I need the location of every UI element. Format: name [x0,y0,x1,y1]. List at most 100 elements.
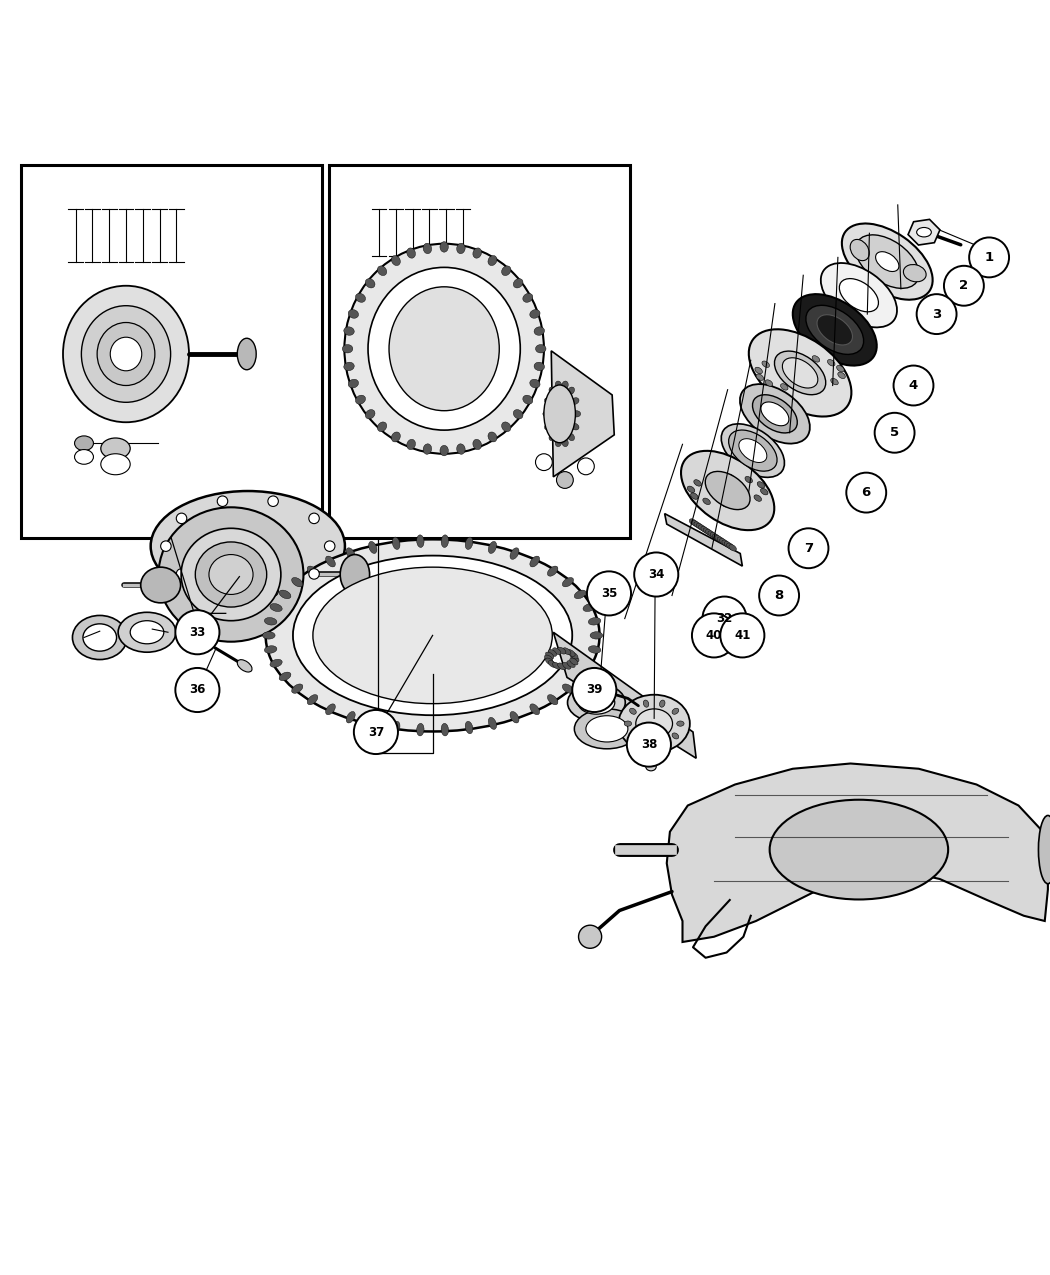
Ellipse shape [548,649,556,657]
Ellipse shape [270,603,282,612]
Ellipse shape [536,454,552,470]
Circle shape [969,237,1009,278]
Ellipse shape [75,450,93,464]
Ellipse shape [530,556,540,567]
Circle shape [692,613,736,658]
Ellipse shape [388,287,500,411]
Circle shape [217,585,228,597]
Ellipse shape [644,740,649,747]
Ellipse shape [562,381,568,389]
Ellipse shape [709,476,716,482]
Ellipse shape [513,409,523,419]
Ellipse shape [472,440,482,450]
Ellipse shape [659,700,665,708]
Text: 6: 6 [862,486,870,499]
Ellipse shape [266,539,600,732]
Ellipse shape [850,240,869,260]
Ellipse shape [326,704,335,715]
Ellipse shape [195,542,267,607]
Ellipse shape [545,655,552,662]
Ellipse shape [903,264,926,282]
Ellipse shape [567,434,574,441]
Ellipse shape [530,310,540,319]
Polygon shape [553,632,696,759]
Ellipse shape [635,709,673,738]
Circle shape [572,668,616,711]
Polygon shape [551,351,614,477]
Ellipse shape [75,436,93,450]
Ellipse shape [831,379,838,385]
Ellipse shape [694,521,701,528]
Ellipse shape [513,279,523,288]
Ellipse shape [672,708,678,714]
Ellipse shape [488,432,497,442]
Text: 37: 37 [368,725,384,738]
Ellipse shape [63,286,189,422]
Ellipse shape [756,374,763,380]
Ellipse shape [313,567,552,704]
Ellipse shape [567,660,575,668]
Circle shape [309,513,319,524]
Ellipse shape [159,507,303,641]
Ellipse shape [644,700,649,708]
Ellipse shape [574,709,639,748]
Ellipse shape [209,555,253,594]
Ellipse shape [110,337,142,371]
Ellipse shape [838,372,845,379]
Ellipse shape [590,631,603,639]
Text: 1: 1 [985,251,993,264]
Ellipse shape [369,718,377,729]
Ellipse shape [344,244,544,454]
Ellipse shape [530,704,540,715]
Ellipse shape [588,645,601,653]
Ellipse shape [523,395,532,404]
Ellipse shape [749,329,852,417]
Ellipse shape [770,799,948,899]
Text: 38: 38 [640,738,657,751]
Ellipse shape [279,590,291,599]
Ellipse shape [545,423,552,430]
Ellipse shape [696,523,704,530]
Circle shape [587,571,631,616]
Ellipse shape [356,293,365,302]
Ellipse shape [423,444,432,454]
Ellipse shape [530,379,540,388]
Ellipse shape [715,536,722,542]
Ellipse shape [440,445,448,456]
Ellipse shape [342,344,353,353]
Ellipse shape [571,423,579,430]
Text: 35: 35 [601,586,617,601]
Ellipse shape [292,578,302,586]
Ellipse shape [570,658,579,666]
Ellipse shape [292,683,302,694]
Ellipse shape [706,472,750,510]
Text: 40: 40 [706,629,722,641]
Ellipse shape [724,542,732,548]
Ellipse shape [713,534,720,541]
Ellipse shape [151,491,344,602]
Ellipse shape [782,358,818,388]
Ellipse shape [368,268,521,430]
Ellipse shape [760,488,768,495]
Ellipse shape [583,603,595,612]
Ellipse shape [729,544,736,551]
Ellipse shape [571,398,579,404]
Circle shape [161,541,171,551]
Ellipse shape [83,623,117,652]
Ellipse shape [574,590,586,599]
Polygon shape [908,219,940,245]
Ellipse shape [118,612,176,653]
Ellipse shape [534,362,545,371]
Ellipse shape [417,723,424,736]
Ellipse shape [827,360,835,366]
Ellipse shape [465,722,472,733]
Ellipse shape [326,556,335,567]
Ellipse shape [356,395,365,404]
Ellipse shape [842,223,932,300]
Ellipse shape [720,501,729,507]
Ellipse shape [794,354,801,361]
Ellipse shape [753,395,797,434]
FancyBboxPatch shape [21,164,322,538]
Ellipse shape [349,379,358,388]
Ellipse shape [744,477,753,483]
